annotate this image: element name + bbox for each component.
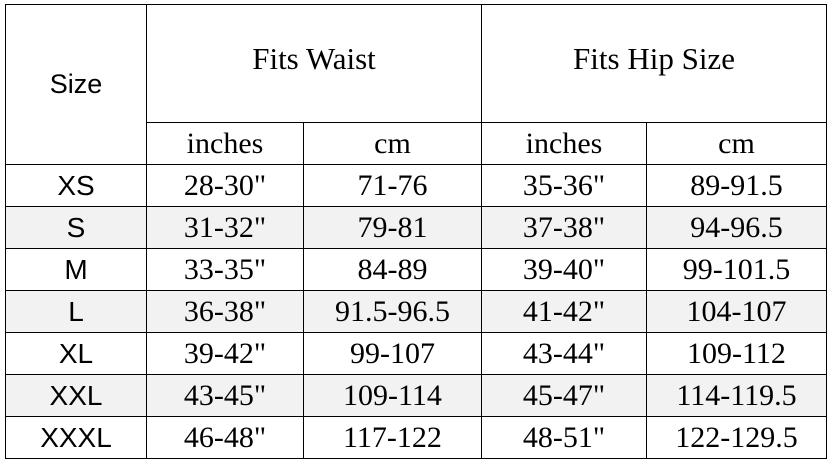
measure-cell: 122-129.5 bbox=[646, 416, 827, 459]
measure-cell: 39-42" bbox=[146, 332, 304, 375]
measure-cell: 89-91.5 bbox=[646, 164, 827, 207]
table-row: XXXL 46-48" 117-122 48-51" 122-129.5 bbox=[5, 416, 827, 459]
measure-cell: 28-30" bbox=[146, 164, 304, 207]
measure-cell: 84-89 bbox=[303, 248, 482, 291]
size-cell: S bbox=[5, 206, 147, 249]
measure-cell: 33-35" bbox=[146, 248, 304, 291]
table-row: XXL 43-45" 109-114 45-47" 114-119.5 bbox=[5, 374, 827, 417]
size-chart: Size Fits Waist Fits Hip Size inches cm … bbox=[5, 4, 827, 459]
table-row: S 31-32" 79-81 37-38" 94-96.5 bbox=[5, 206, 827, 249]
measure-cell: 31-32" bbox=[146, 206, 304, 249]
group-header: Fits Waist bbox=[146, 4, 482, 123]
size-cell: XXXL bbox=[5, 416, 147, 459]
table-row: M 33-35" 84-89 39-40" 99-101.5 bbox=[5, 248, 827, 291]
size-cell: XS bbox=[5, 164, 147, 207]
measure-cell: 114-119.5 bbox=[646, 374, 827, 417]
size-header: Size bbox=[5, 4, 147, 165]
measure-cell: 43-44" bbox=[481, 332, 647, 375]
measure-cell: 43-45" bbox=[146, 374, 304, 417]
measure-cell: 104-107 bbox=[646, 290, 827, 333]
unit-header: inches bbox=[146, 122, 304, 165]
table-row: XS 28-30" 71-76 35-36" 89-91.5 bbox=[5, 164, 827, 207]
unit-header: cm bbox=[303, 122, 482, 165]
unit-header: cm bbox=[646, 122, 827, 165]
table-row: L 36-38" 91.5-96.5 41-42" 104-107 bbox=[5, 290, 827, 333]
group-header: Fits Hip Size bbox=[481, 4, 827, 123]
measure-cell: 45-47" bbox=[481, 374, 647, 417]
measure-cell: 36-38" bbox=[146, 290, 304, 333]
measure-cell: 94-96.5 bbox=[646, 206, 827, 249]
size-cell: M bbox=[5, 248, 147, 291]
measure-cell: 91.5-96.5 bbox=[303, 290, 482, 333]
measure-cell: 99-107 bbox=[303, 332, 482, 375]
measure-cell: 48-51" bbox=[481, 416, 647, 459]
measure-cell: 37-38" bbox=[481, 206, 647, 249]
measure-cell: 109-112 bbox=[646, 332, 827, 375]
size-cell: L bbox=[5, 290, 147, 333]
measure-cell: 117-122 bbox=[303, 416, 482, 459]
size-cell: XXL bbox=[5, 374, 147, 417]
measure-cell: 41-42" bbox=[481, 290, 647, 333]
measure-cell: 79-81 bbox=[303, 206, 482, 249]
table-row: XL 39-42" 99-107 43-44" 109-112 bbox=[5, 332, 827, 375]
unit-header: inches bbox=[481, 122, 647, 165]
measure-cell: 109-114 bbox=[303, 374, 482, 417]
measure-cell: 39-40" bbox=[481, 248, 647, 291]
measure-cell: 99-101.5 bbox=[646, 248, 827, 291]
size-cell: XL bbox=[5, 332, 147, 375]
measure-cell: 46-48" bbox=[146, 416, 304, 459]
measure-cell: 71-76 bbox=[303, 164, 482, 207]
measure-cell: 35-36" bbox=[481, 164, 647, 207]
